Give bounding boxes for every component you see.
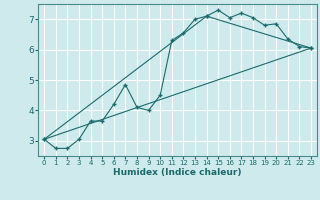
X-axis label: Humidex (Indice chaleur): Humidex (Indice chaleur)	[113, 168, 242, 177]
